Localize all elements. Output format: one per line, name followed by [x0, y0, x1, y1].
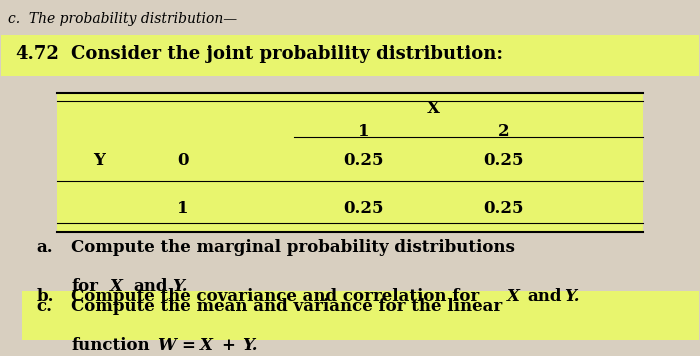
Text: +: +	[221, 337, 235, 354]
Text: for: for	[71, 278, 98, 295]
Text: =: =	[181, 337, 195, 354]
Text: W: W	[157, 337, 176, 354]
Text: 0.25: 0.25	[344, 152, 384, 169]
Text: 1: 1	[177, 200, 188, 217]
Text: X: X	[109, 278, 122, 295]
Text: 0.25: 0.25	[344, 200, 384, 217]
Text: c.: c.	[36, 298, 52, 315]
Text: Y.: Y.	[564, 288, 580, 305]
Text: Y.: Y.	[242, 337, 258, 354]
Text: 2: 2	[498, 124, 509, 140]
Text: and: and	[528, 288, 562, 305]
Text: 1: 1	[358, 124, 370, 140]
Text: function: function	[71, 337, 150, 354]
Text: Compute the marginal probability distributions: Compute the marginal probability distrib…	[71, 239, 515, 256]
Text: 0.25: 0.25	[483, 200, 524, 217]
Text: Compute the mean and variance for the linear: Compute the mean and variance for the li…	[71, 298, 503, 315]
Text: 0: 0	[177, 152, 188, 169]
Text: Y: Y	[93, 152, 105, 169]
FancyBboxPatch shape	[1, 35, 699, 76]
Text: b.: b.	[36, 288, 54, 305]
Text: Compute the covariance and correlation for: Compute the covariance and correlation f…	[71, 288, 480, 305]
Text: c.  The probability distribution—: c. The probability distribution—	[8, 11, 237, 26]
Text: Consider the joint probability distribution:: Consider the joint probability distribut…	[71, 46, 503, 63]
Text: X: X	[507, 288, 519, 305]
Text: and: and	[134, 278, 169, 295]
FancyBboxPatch shape	[57, 93, 643, 232]
Text: 4.72: 4.72	[15, 46, 60, 63]
Text: Y.: Y.	[172, 278, 188, 295]
FancyBboxPatch shape	[22, 291, 699, 340]
Text: 0.25: 0.25	[483, 152, 524, 169]
Text: X: X	[200, 337, 213, 354]
Text: a.: a.	[36, 239, 53, 256]
Text: X: X	[427, 100, 440, 117]
